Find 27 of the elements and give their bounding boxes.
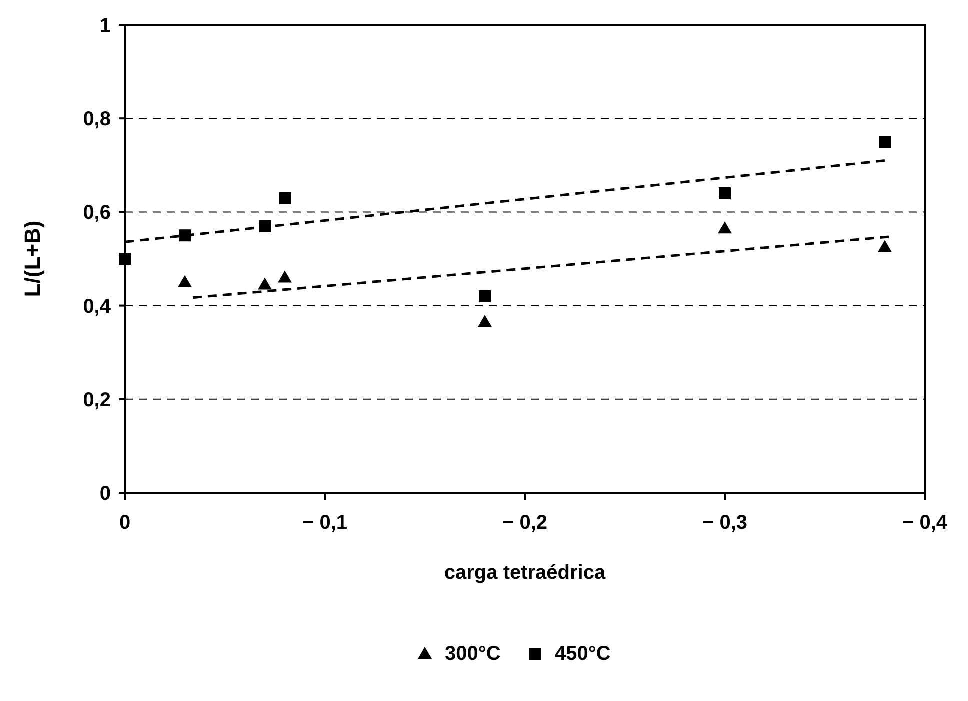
y-tick-label: 1 [100,15,111,37]
point [718,222,732,234]
y-tick-label: 0,2 [83,389,111,412]
point [879,136,891,148]
y-tick-label: 0 [100,483,111,505]
point [878,240,892,252]
point [119,253,131,265]
y-tick-label: 0,4 [83,296,112,318]
y-tick-label: 0,6 [83,202,111,224]
point [258,278,272,290]
point [278,270,292,283]
x-axis-title: carga tetraédrica [444,562,606,584]
x-tick-label: − 0,1 [302,512,348,534]
x-tick-label: − 0,4 [902,512,948,534]
point [719,187,731,200]
point [178,275,192,288]
x-tick-label: 0 [119,512,131,534]
y-axis-title: L/(L+B) [20,220,45,298]
y-tick-label: 0,8 [83,108,111,131]
point [179,230,191,242]
point [478,315,492,328]
x-tick-label: − 0,2 [502,512,548,534]
point [279,192,291,204]
x-tick-label: − 0,3 [702,512,748,534]
legend-label: 450°C [555,643,611,665]
point [479,290,491,302]
legend-label: 300°C [445,643,501,665]
